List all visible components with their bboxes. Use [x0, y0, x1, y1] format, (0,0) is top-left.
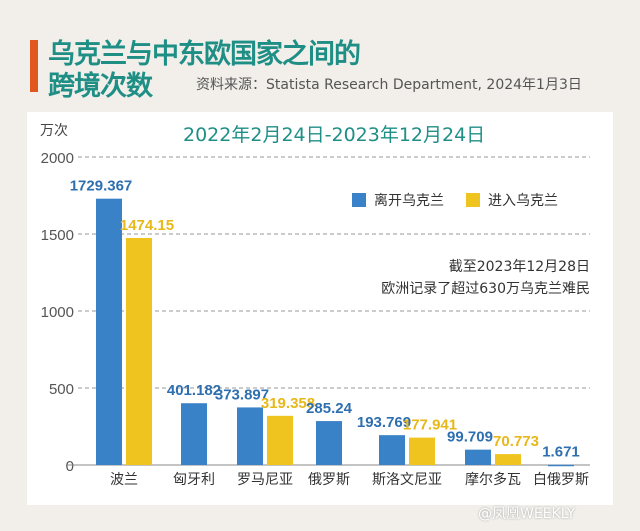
- bar-leave: [181, 403, 207, 465]
- chart-title-line1: 乌克兰与中东欧国家之间的: [48, 39, 361, 70]
- bar-enter: [495, 454, 521, 465]
- bar-leave: [548, 464, 574, 467]
- legend-label-enter: 进入乌克兰: [488, 193, 558, 209]
- bar-leave: [96, 198, 122, 465]
- x-tick-label: 俄罗斯: [308, 472, 350, 488]
- data-label: 1.671: [542, 444, 580, 461]
- annotation-line2: 欧洲记录了超过630万乌克兰难民: [381, 281, 590, 297]
- bar-leave: [316, 421, 342, 465]
- x-tick-label: 摩尔多瓦: [465, 471, 521, 488]
- legend-swatch-enter: [466, 193, 480, 207]
- data-label: 177.941: [403, 417, 457, 434]
- legend-swatch-leave: [352, 193, 366, 207]
- source-note: 资料来源：Statista Research Department, 2024年…: [196, 77, 582, 93]
- y-tick-label: 1500: [41, 227, 74, 244]
- data-label: 319.358: [261, 395, 315, 412]
- x-tick-label: 匈牙利: [173, 472, 215, 488]
- data-label: 285.24: [306, 400, 353, 417]
- legend: 离开乌克兰 进入乌克兰: [352, 190, 558, 210]
- x-tick-label: 斯洛文尼亚: [372, 472, 442, 488]
- bar-leave: [379, 435, 405, 465]
- bar-leave: [237, 407, 263, 465]
- x-tick-label: 波兰: [110, 472, 138, 488]
- annotation-line1: 截至2023年12月28日: [448, 259, 590, 275]
- x-tick-label: 罗马尼亚: [237, 472, 293, 488]
- y-tick-label: 500: [49, 381, 74, 398]
- title-accent-bar: [30, 40, 38, 92]
- data-label: 401.182: [167, 382, 221, 399]
- data-label: 373.897: [215, 386, 269, 403]
- bar-enter: [267, 415, 293, 465]
- y-tick-label: 0: [66, 458, 74, 475]
- data-label: 99.709: [447, 429, 493, 446]
- bar-enter: [126, 237, 152, 465]
- chart-subtitle: 2022年2月24日-2023年12月24日: [183, 124, 486, 146]
- bar-leave: [465, 449, 491, 465]
- y-tick-label: 2000: [41, 150, 74, 167]
- watermark: @凤凰WEEKLY: [478, 506, 576, 522]
- chart-title-line2: 跨境次数: [48, 71, 153, 102]
- bar-enter: [409, 437, 435, 465]
- y-axis-unit: 万次: [40, 123, 68, 139]
- data-label: 70.773: [493, 433, 539, 450]
- y-tick-label: 1000: [41, 304, 74, 321]
- legend-label-leave: 离开乌克兰: [374, 193, 444, 209]
- data-label: 1729.367: [70, 178, 133, 195]
- data-label: 193.769: [357, 414, 411, 431]
- x-tick-label: 白俄罗斯: [533, 472, 589, 488]
- data-label: 1474.15: [120, 217, 174, 234]
